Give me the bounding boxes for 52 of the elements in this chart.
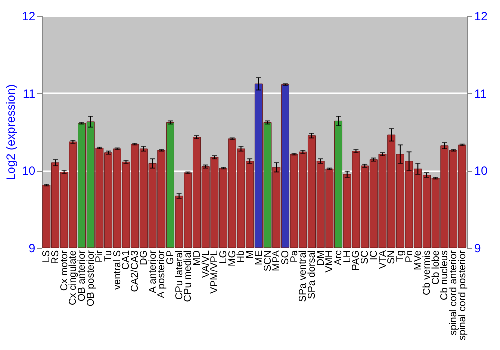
x-tick-label: SPa dorsal bbox=[306, 250, 318, 300]
x-tick-label: spinal cord anterior bbox=[448, 250, 460, 336]
x-tick-label: ventral S bbox=[112, 250, 124, 290]
x-tick-label: LH bbox=[342, 250, 354, 264]
x-tick-label: VTA bbox=[378, 250, 389, 270]
x-tick-label: IC bbox=[368, 250, 380, 260]
x-tick-label: Pir bbox=[94, 250, 106, 263]
x-tick-label: Arc bbox=[334, 250, 345, 266]
y-tick-label: 10 bbox=[22, 164, 36, 178]
x-tick-label: SO bbox=[280, 250, 292, 265]
y-tick-label: 11 bbox=[23, 86, 36, 101]
x-tick-label: DM bbox=[316, 250, 327, 266]
y-axis-title: Log2 (expression) bbox=[4, 84, 18, 181]
x-tick-label: LS bbox=[42, 250, 53, 263]
x-tick-label: CA1 bbox=[121, 250, 132, 270]
x-tick-label: Cb nucleus bbox=[440, 250, 451, 301]
x-tick-label: M bbox=[245, 250, 256, 259]
x-tick-label: VPM/VPL bbox=[210, 250, 221, 294]
x-tick-label: Tu bbox=[104, 250, 115, 262]
x-tick-label: CA2/CA3 bbox=[130, 250, 142, 292]
x-tick-label: spinal cord posterior bbox=[457, 250, 468, 341]
x-tick-label: RS bbox=[50, 250, 62, 264]
y2-tick-label: 10 bbox=[474, 164, 488, 178]
x-tick-label: LG bbox=[218, 250, 230, 264]
x-tick-label: A posterior bbox=[156, 250, 168, 298]
y-tick-label: 12 bbox=[22, 10, 36, 24]
y-tick-label: 9 bbox=[28, 242, 36, 256]
y2-tick-label: 9 bbox=[474, 242, 482, 256]
x-tick-label: CPu medial bbox=[183, 250, 194, 302]
x-tick-label: DG bbox=[138, 250, 150, 266]
x-tick-label: Hb bbox=[236, 250, 248, 264]
x-tick-label: MPA bbox=[272, 250, 283, 272]
x-tick-label: ME bbox=[254, 250, 265, 266]
x-tick-label: MVe bbox=[413, 250, 424, 271]
x-tick-label: Cb vermis bbox=[422, 250, 433, 296]
x-tick-label: Pn bbox=[404, 250, 416, 263]
x-tick-label: A anterior bbox=[148, 250, 159, 294]
y2-tick-label: 11 bbox=[474, 86, 488, 101]
x-tick-label: Cb lobe bbox=[430, 250, 442, 285]
x-tick-label: SC bbox=[360, 250, 372, 264]
x-tick-label: OB anterior bbox=[77, 250, 88, 302]
x-tick-label: MG bbox=[227, 250, 238, 267]
x-tick-label: SN bbox=[386, 250, 398, 264]
x-tick-label: VMH bbox=[324, 250, 336, 273]
x-tick-label: Pa bbox=[289, 250, 300, 263]
x-tick-label: GP bbox=[165, 250, 176, 265]
x-tick-label: PAG bbox=[351, 250, 362, 271]
x-tick-label: Cx cingulate bbox=[68, 250, 80, 306]
x-tick-label: OB posterior bbox=[86, 250, 97, 307]
x-tick-label: Tg bbox=[395, 250, 406, 262]
y2-tick-label: 12 bbox=[474, 10, 488, 24]
x-tick-label: SCN bbox=[262, 250, 274, 272]
